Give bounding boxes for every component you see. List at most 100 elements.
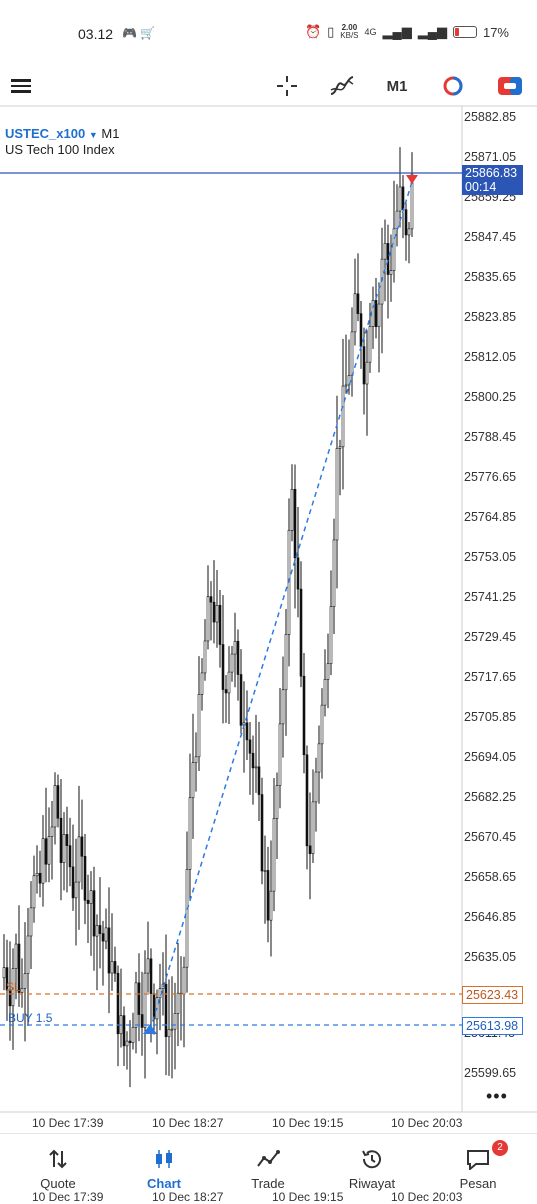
price-tick-label: 25646.85 [464,910,517,924]
candle-body [80,836,84,857]
price-chart[interactable] [0,0,537,1133]
nav-messages-label: Pesan [459,1176,497,1191]
candle-body [284,634,288,691]
candle-body [410,173,414,230]
symbol-dropdown-icon: ▼ [88,130,98,140]
candle-body [89,890,93,904]
price-tick-label: 25729.45 [464,630,517,644]
candle-body [47,836,51,865]
crosshair-button[interactable] [274,66,300,106]
candle-body [116,972,120,1035]
candle-body [317,743,321,773]
time-label: 10 Dec 20:03 [391,1190,463,1204]
candle-body [398,186,402,212]
more-options-icon[interactable]: ••• [486,1086,508,1106]
indicator-wave-icon [330,76,354,95]
candle-body [164,983,168,1038]
candle-body [149,958,153,994]
buy-arrow-icon [143,1024,157,1034]
candle-body [200,672,204,695]
candle-body [323,679,327,706]
candle-body [266,870,270,921]
candle-body [245,722,249,741]
nav-quote-label: Quote [40,1176,76,1191]
nav-quote[interactable]: Quote [18,1148,98,1191]
candle-body [338,446,342,449]
candle-body [143,972,147,1028]
candle-body [14,943,18,969]
candle-body [92,890,96,937]
menu-button[interactable] [10,66,32,106]
nav-chart-label: Chart [147,1176,181,1191]
symbol-name: USTEC_x100 [5,126,86,141]
price-tick-label: 25717.65 [464,670,517,684]
candle-body [131,1027,135,1044]
price-tick-label: 25599.65 [464,1066,517,1080]
price-tick-label: 25694.05 [464,750,517,764]
candle-body [386,243,390,275]
alarm-icon: ⏰ [304,24,322,39]
candle-body [374,300,378,328]
sl-price-box: 25623.43 [462,986,523,1004]
candle-body [263,870,267,872]
price-tick-label: 25847.45 [464,230,517,244]
timeframe-button[interactable]: M1 [386,77,408,95]
candle-body [209,596,213,603]
price-tick-label: 25882.85 [464,110,517,124]
candle-body [2,967,6,979]
buy-price-box: 25613.98 [462,1017,523,1035]
candle-body [74,881,78,899]
candle-body [404,209,408,236]
sell-arrow-icon [406,175,418,184]
candle-body [350,331,354,376]
candle-body [407,228,411,236]
candle-body [233,640,237,655]
candle-body [278,723,282,786]
candle-body [32,875,36,909]
price-tick-label: 25776.65 [464,470,517,484]
candle-body [383,243,387,260]
candle-body [227,671,231,694]
nav-trade-label: Trade [251,1176,285,1191]
candle-body [125,1040,129,1047]
price-tick-label: 25705.85 [464,710,517,724]
candle-body [362,346,366,385]
candle-body [275,785,279,819]
trade-button[interactable] [496,66,524,106]
candle-body [341,385,345,448]
objects-button[interactable] [440,66,466,106]
chart-symbol[interactable]: USTEC_x100 ▼ M1 [5,126,119,141]
nav-messages[interactable]: 2 Pesan [438,1140,518,1191]
notification-icons: 🎮 🛒 [122,26,155,40]
cart-icon: 🛒 [140,26,156,40]
candle-body [83,855,87,901]
candle-body [326,663,330,680]
candle-body [140,1014,144,1028]
candle-body [29,907,33,937]
candle-body [107,927,111,974]
candle-body [188,797,192,870]
nav-trade[interactable]: Trade [228,1148,308,1191]
time-label: 10 Dec 19:15 [272,1116,344,1130]
nav-chart[interactable]: Chart [124,1148,204,1191]
chart-toolbar: M1 [0,66,537,106]
candle-body [59,817,63,863]
candle-body [206,596,210,642]
candle-body [176,992,180,1014]
candle-body [308,845,312,854]
candle-body [335,448,339,541]
status-time: 03.12 [78,26,114,42]
candle-body [71,866,75,899]
candle-body [353,293,357,333]
candle-body [320,704,324,745]
trade-line-icon [257,1150,280,1167]
nav-history[interactable]: Riwayat [332,1148,412,1191]
indicators-button[interactable] [328,66,356,106]
candle-body [365,361,369,385]
candle-body [281,689,285,725]
candle-body [359,313,363,347]
candle-body [173,1013,177,1030]
candle-body [332,539,336,607]
crosshair-icon [277,76,297,96]
candle-body [218,604,222,645]
